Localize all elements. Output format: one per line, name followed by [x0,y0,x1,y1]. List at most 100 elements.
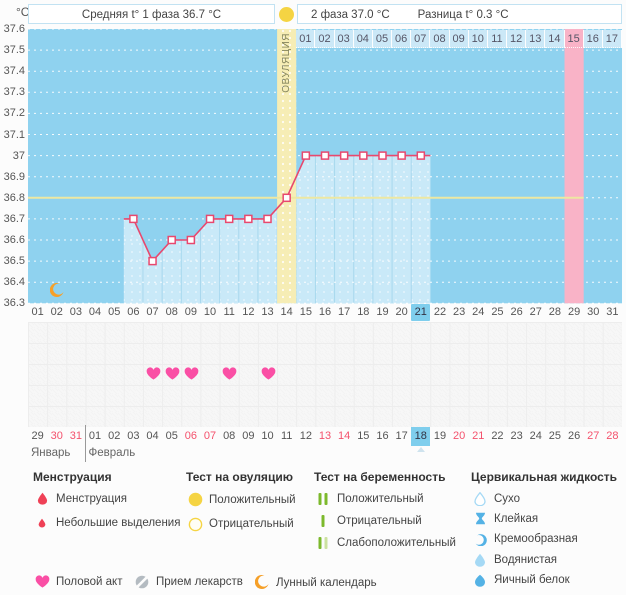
cycle-day-15[interactable]: 15 [299,306,312,319]
cycle-day-03[interactable]: 03 [69,306,83,319]
temp-marker-day-10[interactable] [205,214,215,224]
temp-marker-day-12[interactable] [244,214,253,224]
cycle-day-04[interactable]: 04 [88,306,102,319]
temp-marker-day-7[interactable] [148,256,157,266]
calendar-day-10[interactable]: 10 [261,430,274,442]
calendar-day-15[interactable]: 15 [357,430,370,442]
legend-footer-item: Лунный календарь [253,575,377,590]
cycle-day-07[interactable]: 07 [146,306,159,319]
cycle-day-30[interactable]: 30 [587,306,600,319]
cycle-day-24[interactable]: 24 [472,306,485,319]
calendar-day-16[interactable]: 16 [376,430,389,442]
intercourse-heart-day-13[interactable] [261,367,276,380]
calendar-day-19[interactable]: 19 [433,430,447,442]
calendar-day-22[interactable]: 22 [491,430,504,442]
calendar-day-01[interactable]: 01 [88,430,102,442]
intercourse-heart-day-11[interactable] [222,367,237,380]
cycle-day-19[interactable]: 19 [376,306,389,319]
calendar-day-02[interactable]: 02 [108,430,121,442]
cycle-day-02[interactable]: 02 [50,306,63,319]
cycle-day-22[interactable]: 22 [433,306,447,319]
calendar-day-29[interactable]: 29 [31,430,44,442]
temp-marker-day-21[interactable] [416,151,426,160]
temp-marker-day-9[interactable] [186,235,196,245]
cycle-day-11[interactable]: 11 [223,306,235,319]
cycle-day-29[interactable]: 29 [567,306,581,319]
cycle-day-12[interactable]: 12 [242,306,255,319]
legend-item-label: Положительный [209,493,296,506]
calendar-day-20[interactable]: 20 [453,430,466,442]
cycle-day-26[interactable]: 26 [510,306,523,319]
phase2-summary-box: 2 фаза 37.0 °C Разница t° 0.3 °C [297,4,622,24]
cycle-day-21[interactable]: 21 [411,304,431,322]
drop-large-icon [37,492,47,505]
calendar-day-05[interactable]: 05 [165,430,178,442]
cycle-day-27[interactable]: 27 [529,306,542,319]
calendar-day-28[interactable]: 28 [606,430,619,442]
cycle-day-06[interactable]: 06 [127,306,140,319]
temp-marker-day-16[interactable] [320,151,330,160]
cycle-day-23[interactable]: 23 [453,306,466,319]
calendar-day-18[interactable]: 18 [411,427,431,446]
temp-marker-day-18[interactable] [359,151,368,160]
calendar-day-03[interactable]: 03 [127,430,140,442]
cycle-day-01[interactable]: 01 [31,306,44,319]
phase2-day-cell-02: 02 [315,30,335,48]
calendar-day-30[interactable]: 30 [50,430,63,442]
temp-marker-day-19[interactable] [378,151,387,160]
cycle-day-25[interactable]: 25 [491,306,504,319]
calendar-day-12[interactable]: 12 [299,430,312,442]
cycle-day-18[interactable]: 18 [357,306,370,319]
heart-icon [35,575,49,588]
intercourse-heart-day-7[interactable] [146,367,161,380]
heart-icon [165,367,180,380]
calendar-day-09[interactable]: 09 [242,430,255,442]
intercourse-heart-day-9[interactable] [184,367,199,380]
y-tick-label: 36.7 [3,212,25,225]
calendar-day-13[interactable]: 13 [318,430,332,442]
heart-icon [184,367,199,380]
calendar-day-06[interactable]: 06 [184,430,197,442]
calendar-day-07[interactable]: 07 [203,430,217,442]
cycle-day-14[interactable]: 14 [280,306,293,319]
legend-item: Сухо [471,492,520,506]
calendar-day-31[interactable]: 31 [69,430,83,442]
temp-marker-day-17[interactable] [339,151,349,160]
legend-item: Кремообразная [471,533,578,546]
temp-marker-day-13[interactable] [263,214,272,224]
calendar-day-27[interactable]: 27 [587,430,600,442]
temp-marker-day-15[interactable] [301,151,311,160]
ovulation-band [277,29,297,304]
phase2-day-cell-08: 08 [430,30,450,48]
cycle-day-09[interactable]: 09 [184,306,197,319]
calendar-day-26[interactable]: 26 [567,430,581,442]
cycle-day-10[interactable]: 10 [203,306,217,319]
cycle-day-17[interactable]: 17 [338,306,351,319]
temp-marker-day-20[interactable] [397,151,406,160]
calendar-day-25[interactable]: 25 [548,430,562,442]
cycle-day-20[interactable]: 20 [395,306,408,319]
cycle-day-05[interactable]: 05 [108,306,121,319]
cycle-day-28[interactable]: 28 [548,306,562,319]
cycle-day-31[interactable]: 31 [606,306,619,319]
calendar-day-14[interactable]: 14 [338,430,351,442]
temp-marker-day-8[interactable] [167,235,176,245]
calendar-day-04[interactable]: 04 [146,430,159,442]
calendar-day-24[interactable]: 24 [529,430,542,442]
heart-icon [222,367,237,380]
cycle-day-16[interactable]: 16 [318,306,332,319]
lunar-calendar-marker [49,283,65,298]
calendar-day-21[interactable]: 21 [472,430,485,442]
calendar-day-08[interactable]: 08 [223,430,236,442]
calendar-day-17[interactable]: 17 [395,430,408,442]
cycle-day-13[interactable]: 13 [261,306,274,319]
intercourse-heart-day-8[interactable] [165,367,180,380]
calendar-day-11[interactable]: 11 [280,430,293,442]
cycle-day-08[interactable]: 08 [165,306,178,319]
temp-marker-day-11[interactable] [224,214,234,224]
temp-marker-day-14[interactable] [282,193,291,203]
calendar-day-23[interactable]: 23 [510,430,523,442]
phase2-day-cell-17: 17 [602,30,622,48]
temp-marker-day-6[interactable] [129,214,138,224]
